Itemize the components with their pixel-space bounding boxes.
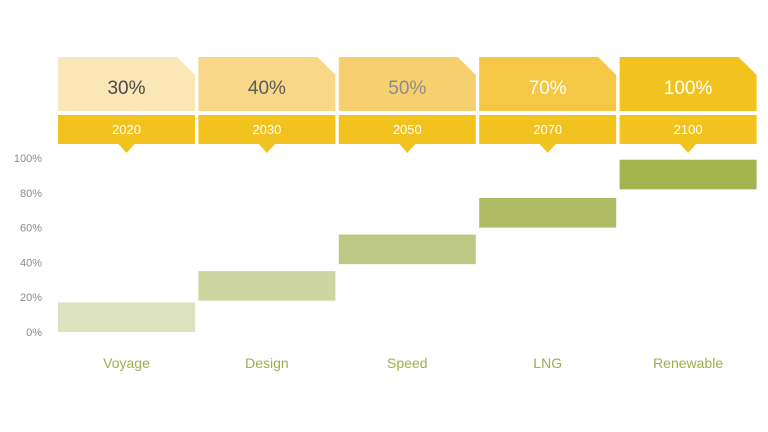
range-bar <box>58 302 195 332</box>
percent-header-block <box>58 57 195 111</box>
y-tick-label: 20% <box>20 292 42 304</box>
percent-label: 50% <box>388 78 426 99</box>
y-tick-label: 0% <box>26 327 42 339</box>
category-label: LNG <box>533 355 562 371</box>
percent-header-block <box>479 57 617 111</box>
year-label: 2030 <box>252 122 281 137</box>
range-bar <box>619 159 757 190</box>
category-label: Speed <box>387 355 427 371</box>
category-label: Design <box>245 355 289 371</box>
percent-label: 70% <box>529 78 567 99</box>
percent-header-block <box>198 57 336 111</box>
year-band <box>338 115 476 153</box>
y-tick-label: 100% <box>14 153 42 165</box>
y-tick-label: 60% <box>20 223 42 235</box>
range-bar <box>338 234 476 265</box>
range-bar <box>198 271 336 301</box>
percent-label: 30% <box>107 78 145 99</box>
year-label: 2100 <box>674 122 703 137</box>
year-label: 2020 <box>112 122 141 137</box>
year-band <box>619 115 757 153</box>
year-band <box>198 115 336 153</box>
percent-label: 100% <box>664 78 713 99</box>
percent-label: 40% <box>248 78 286 99</box>
range-bar <box>479 198 617 228</box>
y-tick-label: 80% <box>20 188 42 200</box>
category-label: Renewable <box>653 355 723 371</box>
category-label: Voyage <box>103 355 150 371</box>
year-label: 2050 <box>393 122 422 137</box>
year-label: 2070 <box>533 122 562 137</box>
year-band <box>58 115 195 153</box>
year-band <box>479 115 617 153</box>
percent-header-block <box>619 57 757 111</box>
y-tick-label: 40% <box>20 257 42 269</box>
percent-header-block <box>338 57 476 111</box>
